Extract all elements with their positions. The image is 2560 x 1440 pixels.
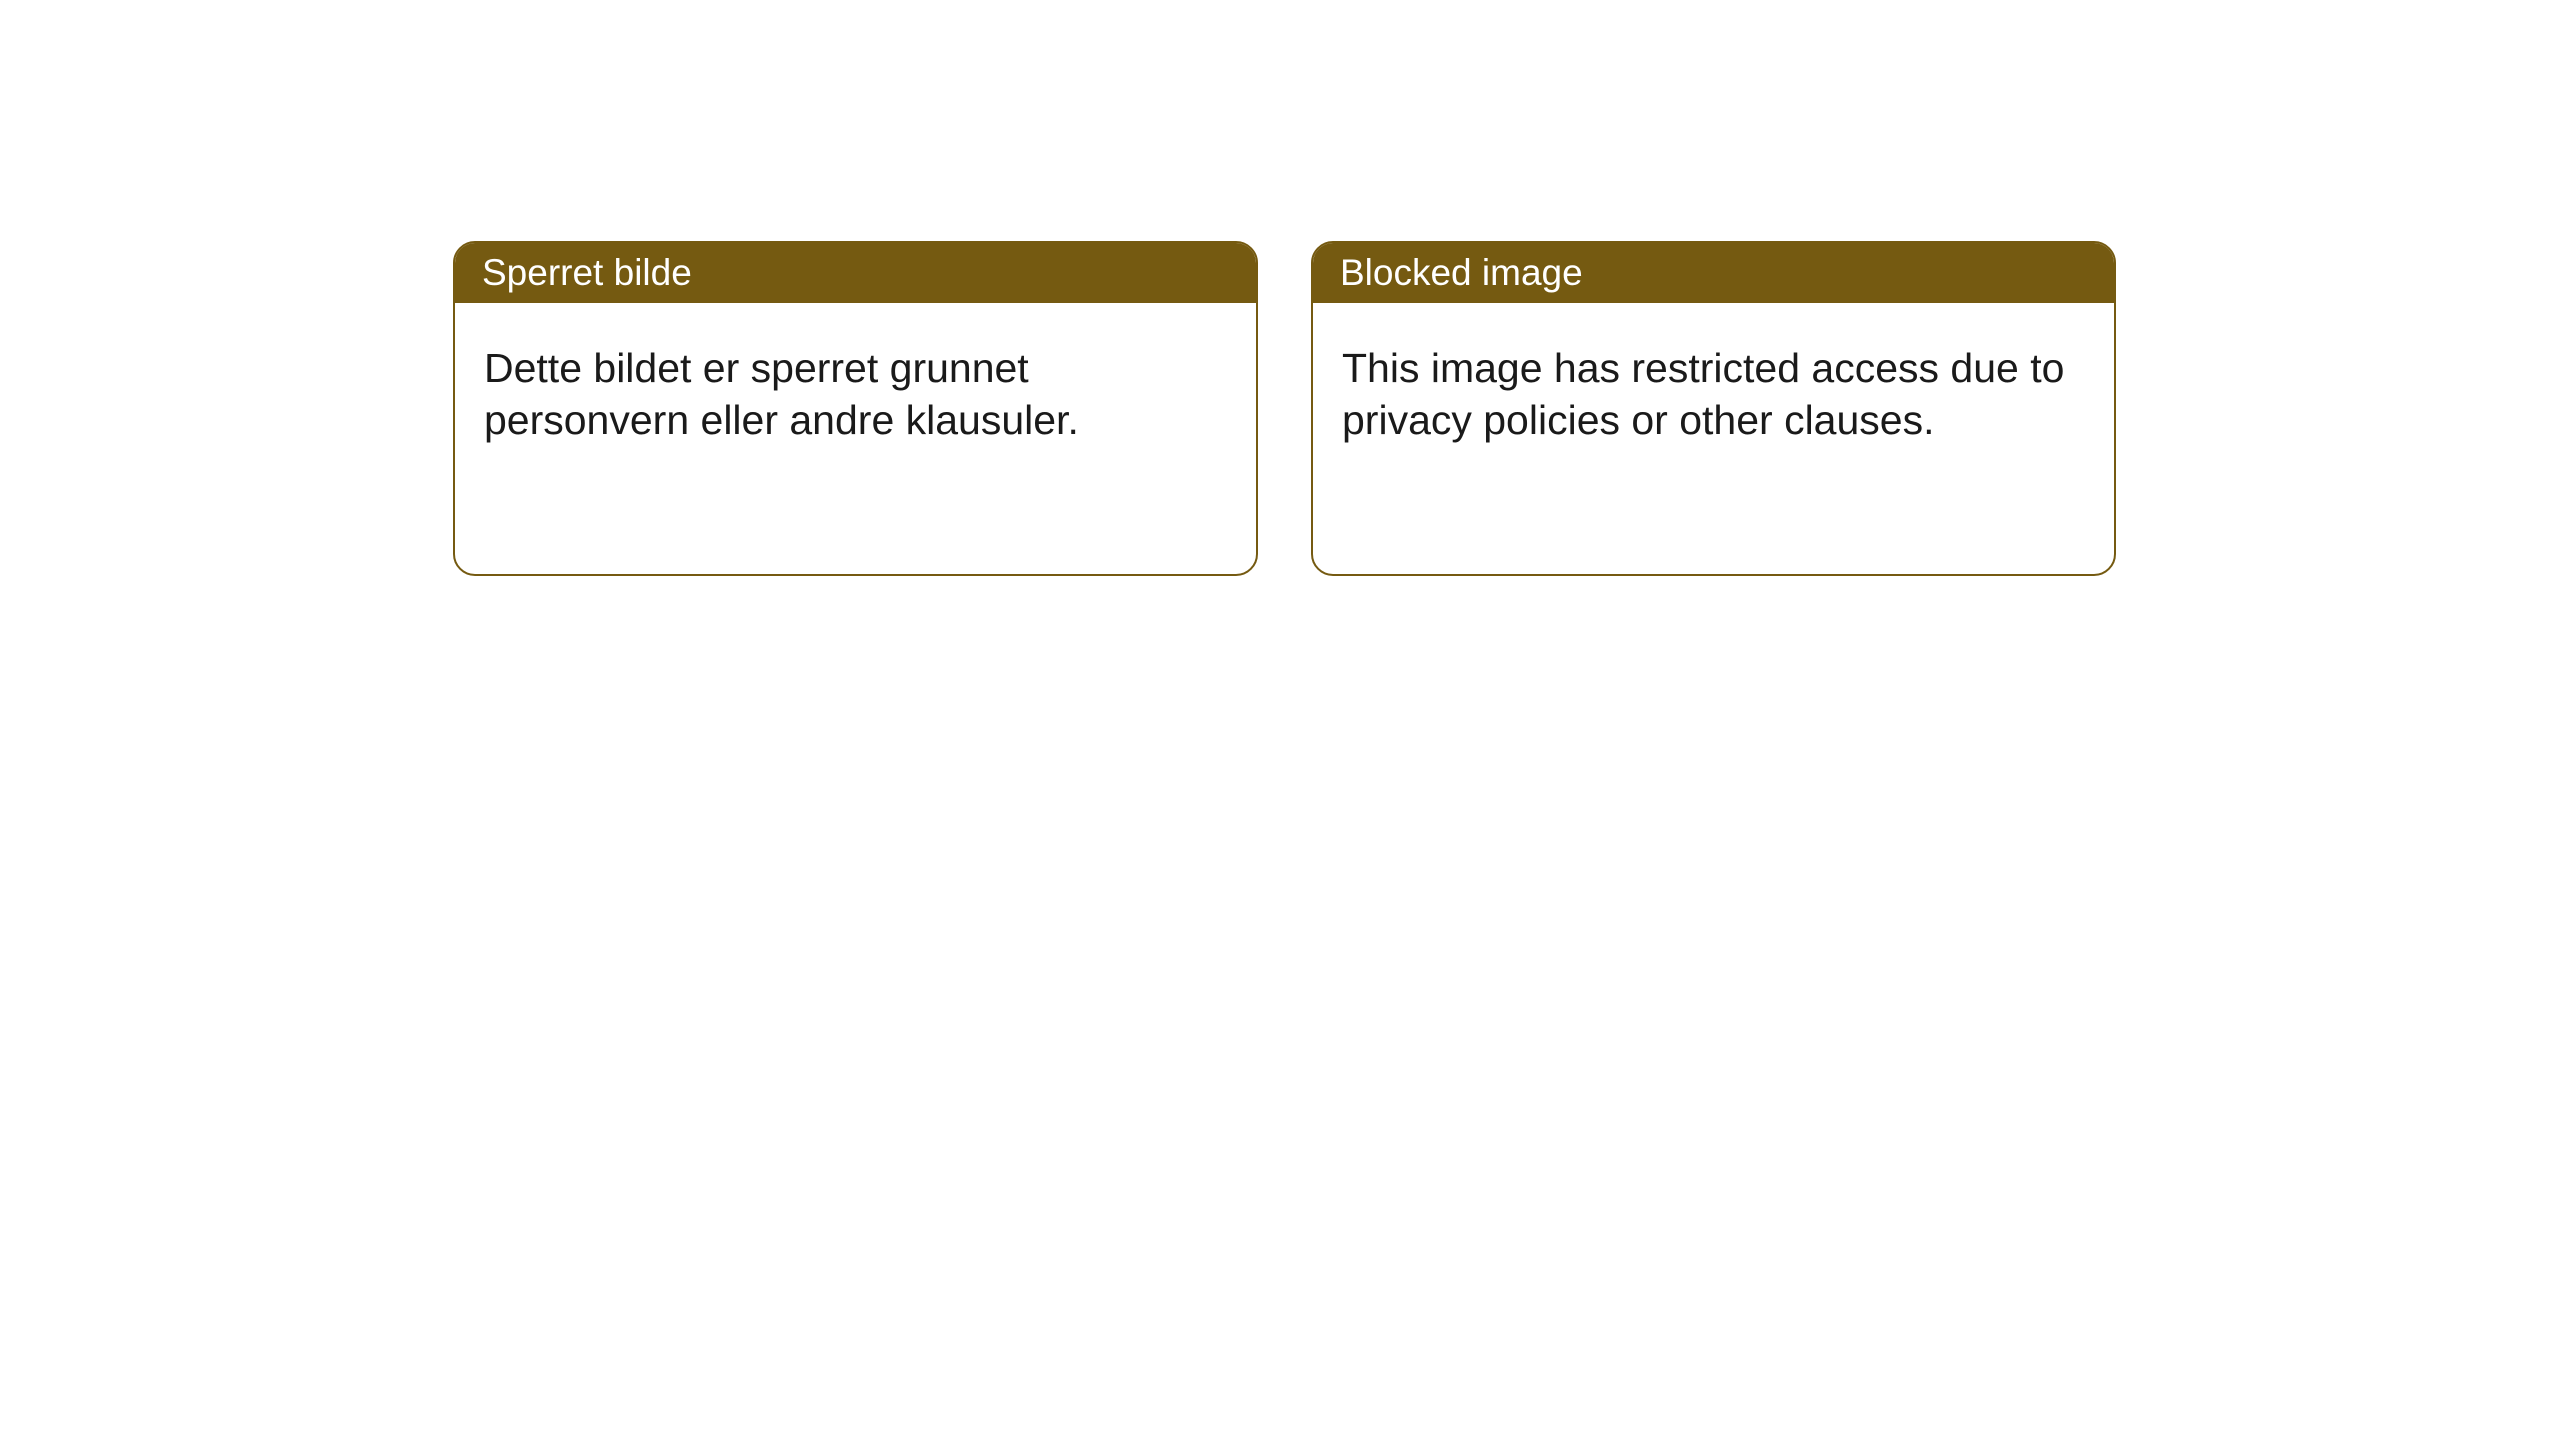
card-norwegian: Sperret bilde Dette bildet er sperret gr… [453,241,1258,576]
card-header-english: Blocked image [1313,243,2114,303]
card-title: Sperret bilde [482,252,692,294]
card-title: Blocked image [1340,252,1583,294]
card-body-text: This image has restricted access due to … [1342,345,2064,443]
card-body-norwegian: Dette bildet er sperret grunnet personve… [455,303,1256,473]
card-header-norwegian: Sperret bilde [455,243,1256,303]
card-english: Blocked image This image has restricted … [1311,241,2116,576]
card-body-text: Dette bildet er sperret grunnet personve… [484,345,1079,443]
blocked-image-cards: Sperret bilde Dette bildet er sperret gr… [453,241,2116,576]
card-body-english: This image has restricted access due to … [1313,303,2114,473]
